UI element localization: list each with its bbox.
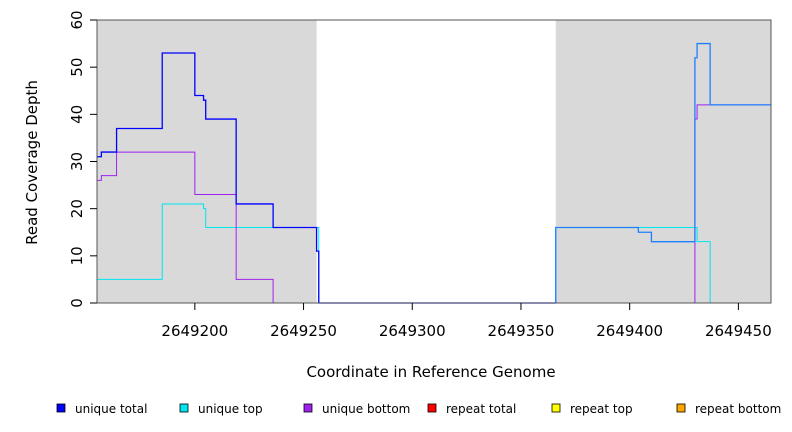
legend-label: repeat bottom xyxy=(695,402,781,416)
x-tick-label: 2649250 xyxy=(270,322,337,340)
x-tick-label: 2649350 xyxy=(488,322,555,340)
series-line-overlay xyxy=(555,42,771,303)
y-tick-label: 20 xyxy=(68,199,86,218)
legend-item-unique-total: unique total xyxy=(56,402,147,416)
legend-swatch xyxy=(676,403,686,413)
legend-item-unique-top: unique top xyxy=(179,402,263,416)
legend-swatch xyxy=(427,403,437,413)
legend-swatch xyxy=(179,403,189,413)
series-line-unique-bottom xyxy=(97,104,771,304)
legend-label: unique bottom xyxy=(322,402,410,416)
legend-swatch xyxy=(303,403,313,413)
y-axis: 0 10 20 30 40 50 60 xyxy=(68,10,97,308)
legend-item-repeat-bottom: repeat bottom xyxy=(676,402,781,416)
shaded-regions xyxy=(97,20,771,303)
x-tick-label: 2649200 xyxy=(161,322,228,340)
x-axis-label: Coordinate in Reference Genome xyxy=(306,363,555,381)
legend-label: repeat total xyxy=(446,402,516,416)
y-tick-label: 60 xyxy=(68,10,86,29)
x-tick-label: 2649400 xyxy=(596,322,663,340)
legend-swatch xyxy=(551,403,561,413)
shaded-region-2 xyxy=(555,20,771,303)
y-tick-label: 50 xyxy=(68,58,86,77)
x-tick-label: 2649300 xyxy=(379,322,446,340)
legend-item-repeat-total: repeat total xyxy=(427,402,516,416)
legend-label: unique top xyxy=(198,402,263,416)
y-tick-label: 10 xyxy=(68,246,86,265)
x-axis: 2649200 2649250 2649300 2649350 2649400 26494… xyxy=(161,303,772,340)
legend: unique total unique top unique bottom repea… xyxy=(56,402,781,416)
legend-item-unique-bottom: unique bottom xyxy=(303,402,410,416)
y-tick-label: 30 xyxy=(68,152,86,171)
legend-label: repeat top xyxy=(570,402,633,416)
series-line-unique-total xyxy=(97,52,556,304)
y-tick-label: 40 xyxy=(68,105,86,124)
shaded-region-1 xyxy=(97,20,317,303)
x-tick-label: 2649450 xyxy=(705,322,772,340)
legend-swatch xyxy=(56,403,66,413)
legend-item-repeat-top: repeat top xyxy=(551,402,633,416)
y-tick-label: 0 xyxy=(68,298,86,308)
y-axis-label: Read Coverage Depth xyxy=(23,80,41,245)
legend-label: unique total xyxy=(75,402,147,416)
